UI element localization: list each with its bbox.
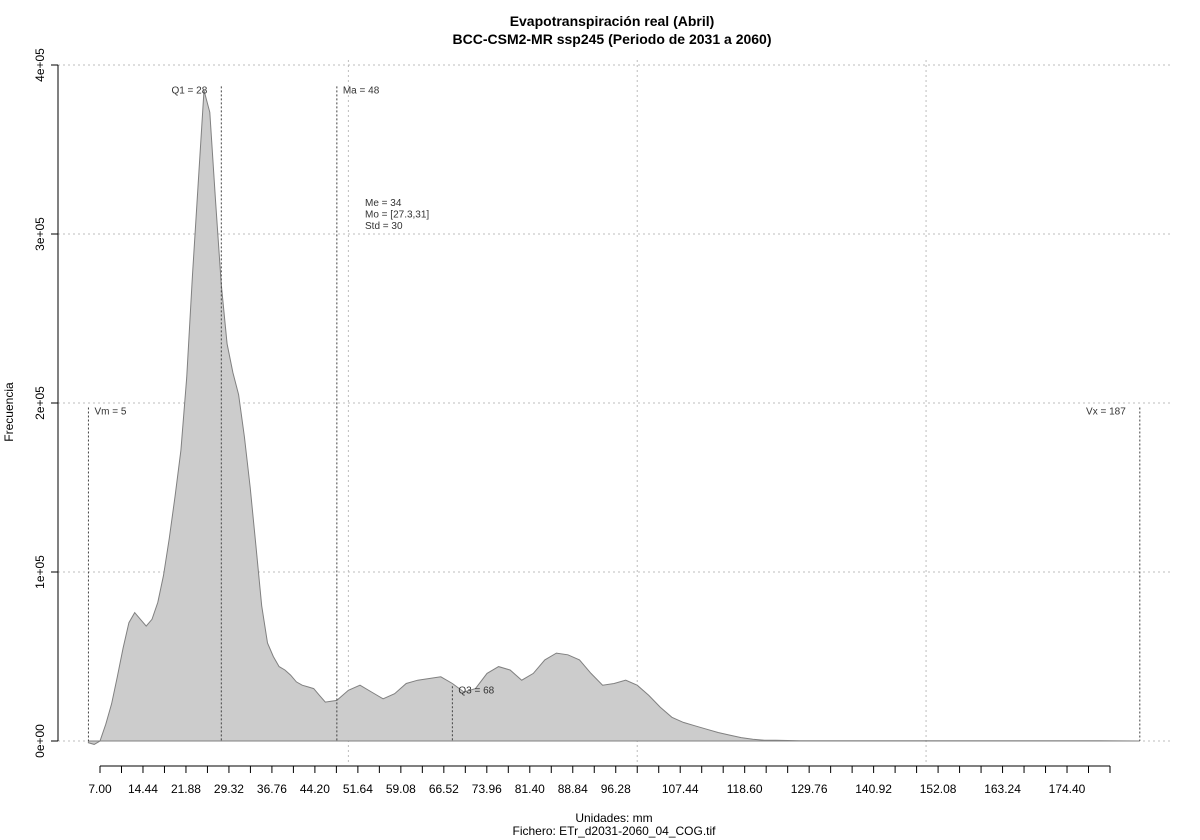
- x-tick-label: 36.76: [257, 782, 287, 796]
- y-tick-label: 1e+05: [33, 555, 47, 589]
- x-tick-label: 129.76: [791, 782, 828, 796]
- x-tick-label: 29.32: [214, 782, 244, 796]
- stat-line-label: Ma = 48: [343, 85, 380, 96]
- x-tick-label: 21.88: [171, 782, 201, 796]
- x-tick-label: 107.44: [662, 782, 699, 796]
- x-axis-label: Unidades: mm: [575, 811, 652, 825]
- y-axis-label: Frecuencia: [2, 382, 16, 442]
- x-tick-label: 81.40: [515, 782, 545, 796]
- x-tick-label: 73.96: [472, 782, 502, 796]
- y-tick-label: 2e+05: [33, 386, 47, 420]
- x-axis: 7.00 14.44 21.88 29.32 36.76 44.20 51.64 59.08 6…: [88, 765, 1111, 796]
- stat-annotation-line: Mo = [27.3,31]: [365, 210, 429, 221]
- stat-annotation-line: Me = 34: [365, 198, 402, 209]
- chart-subtitle: BCC-CSM2-MR ssp245 (Periodo de 2031 a 20…: [453, 31, 772, 47]
- y-axis: 0e+00 1e+05 2e+05 3e+05 4e+05: [33, 48, 59, 758]
- y-tick-label: 0e+00: [33, 724, 47, 758]
- stat-line-label: Q3 = 68: [458, 685, 494, 696]
- x-tick-label: 118.60: [727, 782, 763, 796]
- x-tick-label: 59.08: [386, 782, 416, 796]
- x-tick-label: 152.08: [920, 782, 957, 796]
- stat-line-label: Vx = 187: [1086, 406, 1126, 417]
- x-tick-label: 140.92: [855, 782, 892, 796]
- x-tick-label: 174.40: [1049, 782, 1086, 796]
- density-area: [87, 90, 1140, 745]
- stat-line-label: Vm = 5: [94, 406, 126, 417]
- file-name-label: Fichero: ETr_d2031-2060_04_COG.tif: [513, 824, 717, 838]
- x-tick-label: 14.44: [128, 782, 158, 796]
- x-tick-label: 66.52: [429, 782, 459, 796]
- x-tick-label: 44.20: [300, 782, 330, 796]
- x-tick-label: 7.00: [88, 782, 112, 796]
- y-tick-label: 3e+05: [33, 217, 47, 251]
- stat-line-label: Q1 = 28: [171, 85, 207, 96]
- x-tick-label: 163.24: [984, 782, 1021, 796]
- x-tick-label: 88.84: [558, 782, 588, 796]
- statistic-lines: Vm = 5 Q1 = 28 Ma = 48 Q3 = 68 Vx = 187: [87, 85, 1141, 741]
- stat-annotation-line: Std = 30: [365, 221, 403, 232]
- chart-title: Evapotranspiración real (Abril): [510, 13, 715, 29]
- y-tick-label: 4e+05: [33, 48, 47, 82]
- x-tick-label: 51.64: [343, 782, 373, 796]
- x-tick-label: 96.28: [601, 782, 631, 796]
